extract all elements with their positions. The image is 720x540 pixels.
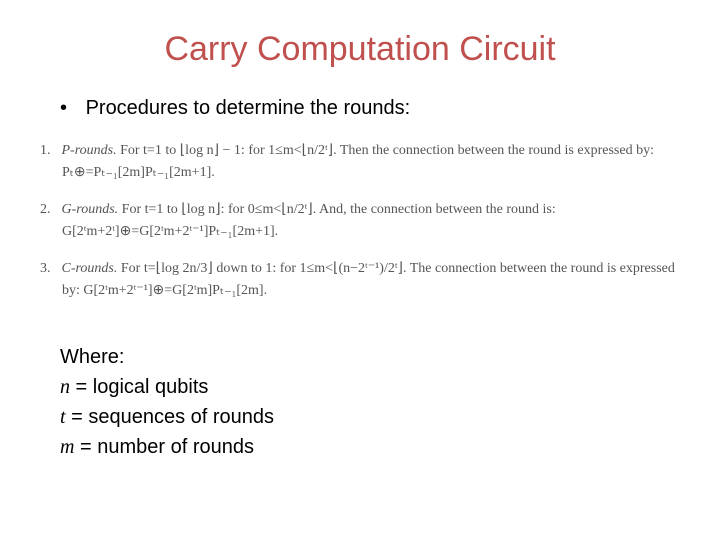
round-item-p: 1. P-rounds. For t=1 to ⌊log n⌋ − 1: for… (40, 140, 680, 185)
rounds-list: 1. P-rounds. For t=1 to ⌊log n⌋ − 1: for… (40, 140, 680, 302)
round-num: 2. (40, 199, 58, 221)
slide-title: Carry Computation Circuit (40, 30, 680, 69)
where-def-t: t = sequences of rounds (60, 402, 680, 432)
round-item-g: 2. G-rounds. For t=1 to ⌊log n⌋: for 0≤m… (40, 199, 680, 244)
round-text: For t=1 to ⌊log n⌋: for 0≤m<⌊n/2ᵗ⌋. And,… (62, 202, 556, 239)
intro-bullet: • Procedures to determine the rounds: (60, 97, 680, 120)
bullet-marker: • (60, 97, 80, 120)
where-desc: = sequences of rounds (66, 406, 274, 428)
round-item-c: 3. C-rounds. For t=⌊log 2n/3⌋ down to 1:… (40, 258, 680, 303)
where-heading: Where: (60, 342, 680, 372)
where-sym: n (60, 376, 70, 398)
round-name: C-rounds. (62, 261, 118, 276)
round-name: P-rounds. (62, 143, 117, 158)
round-num: 3. (40, 258, 58, 280)
bullet-text: Procedures to determine the rounds: (86, 97, 411, 119)
slide-container: Carry Computation Circuit • Procedures t… (0, 0, 720, 540)
where-desc: = number of rounds (74, 436, 254, 458)
where-def-m: m = number of rounds (60, 432, 680, 462)
where-desc: = logical qubits (70, 376, 208, 398)
round-num: 1. (40, 140, 58, 162)
round-text: For t=1 to ⌊log n⌋ − 1: for 1≤m<⌊n/2ᵗ⌋. … (62, 143, 654, 180)
where-def-n: n = logical qubits (60, 372, 680, 402)
where-sym: m (60, 436, 74, 458)
where-block: Where: n = logical qubits t = sequences … (60, 342, 680, 462)
round-name: G-rounds. (62, 202, 119, 217)
round-text: For t=⌊log 2n/3⌋ down to 1: for 1≤m<⌊(n−… (62, 261, 675, 298)
